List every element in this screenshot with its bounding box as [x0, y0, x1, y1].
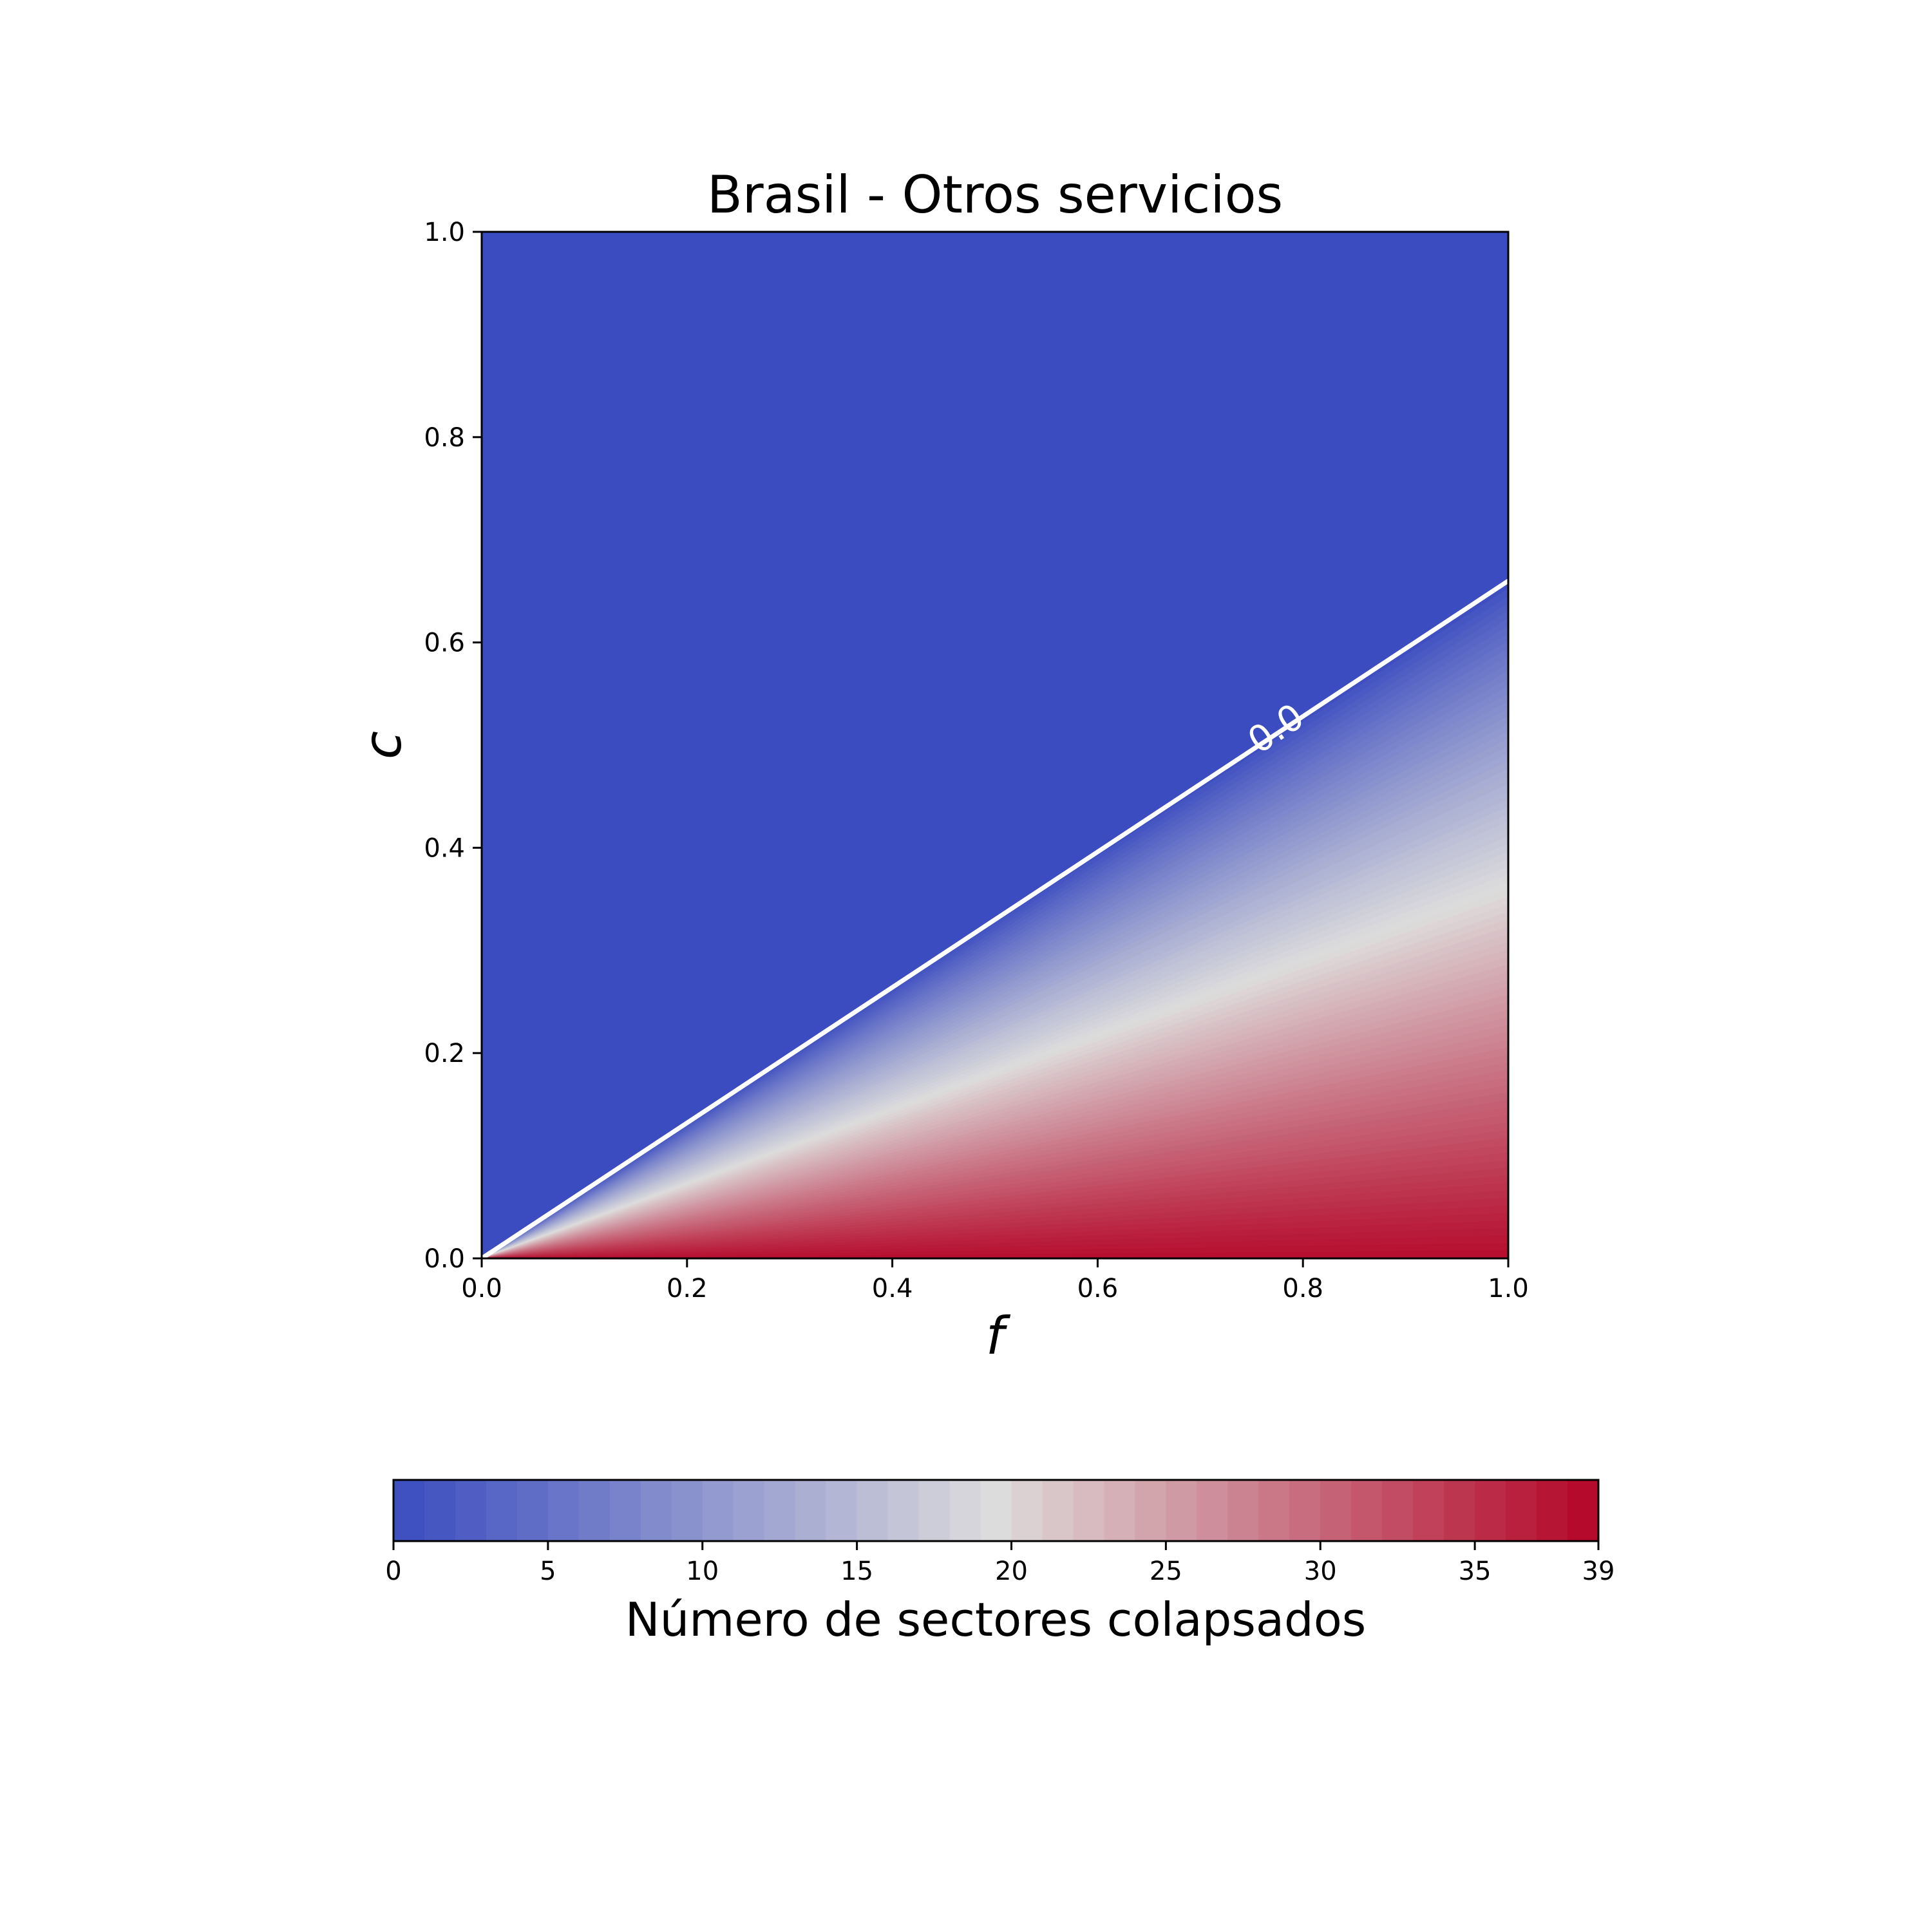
heatmap-wedge: [482, 580, 1508, 1258]
colorbar-segment: [887, 1480, 920, 1541]
colorbar-segment: [980, 1480, 1012, 1541]
x-tick-label: 0.0: [461, 1274, 502, 1303]
y-tick-label: 0.2: [424, 1039, 465, 1068]
colorbar-segment: [1011, 1480, 1043, 1541]
x-axis: 0.0 0.2 0.4 0.6 0.8 1.0: [461, 1258, 1529, 1303]
colorbar-label: Número de sectores colapsados: [625, 1593, 1367, 1647]
x-tick-label: 0.6: [1077, 1274, 1119, 1303]
colorbar-segment: [857, 1480, 889, 1541]
colorbar-segment: [1166, 1480, 1198, 1541]
colorbar-segment: [547, 1480, 580, 1541]
colorbar-segment: [918, 1480, 951, 1541]
colorbar-segment: [1289, 1480, 1321, 1541]
y-tick-label: 0.4: [424, 833, 465, 863]
colorbar-segment: [516, 1480, 549, 1541]
y-tick-label: 0.8: [424, 423, 465, 453]
colorbar-ticks: 0 5 10 15 20 25 30 35 39: [385, 1541, 1615, 1586]
colorbar-segment: [455, 1480, 487, 1541]
colorbar-tick-label: 10: [686, 1557, 719, 1586]
colorbar: [393, 1480, 1599, 1541]
colorbar-tick-label: 20: [995, 1557, 1028, 1586]
colorbar-segment: [1506, 1480, 1538, 1541]
colorbar-segment: [1042, 1480, 1074, 1541]
colorbar-segment: [640, 1480, 672, 1541]
colorbar-tick-label: 15: [840, 1557, 873, 1586]
colorbar-segment: [764, 1480, 796, 1541]
colorbar-tick-label: 35: [1459, 1557, 1492, 1586]
colorbar-segment: [1073, 1480, 1105, 1541]
y-axis-label: c: [353, 731, 413, 759]
colorbar-segment: [1567, 1480, 1599, 1541]
contour-line-zero: [482, 579, 1508, 1258]
colorbar-segment: [702, 1480, 734, 1541]
colorbar-tick-label: 5: [540, 1557, 556, 1586]
colorbar-segment: [1475, 1480, 1507, 1541]
colorbar-segment: [1135, 1480, 1167, 1541]
x-tick-label: 1.0: [1488, 1274, 1529, 1303]
plot-area: 0.0: [482, 232, 1508, 1258]
colorbar-segment: [609, 1480, 641, 1541]
colorbar-segment: [1104, 1480, 1136, 1541]
colorbar-segment: [1537, 1480, 1569, 1541]
x-tick-label: 0.4: [872, 1274, 913, 1303]
plot-frame: [480, 231, 1510, 1260]
colorbar-segment: [949, 1480, 981, 1541]
colorbar-tick-label: 30: [1304, 1557, 1337, 1586]
colorbar-segment: [826, 1480, 858, 1541]
y-axis: 0.0 0.2 0.4 0.6 0.8 1.0: [424, 218, 482, 1274]
x-tick-label: 0.2: [667, 1274, 708, 1303]
colorbar-segment: [486, 1480, 518, 1541]
colorbar-segment: [424, 1480, 456, 1541]
colorbar-segment: [393, 1480, 425, 1541]
heatmap-band: [482, 1250, 1508, 1258]
colorbar-segment: [1444, 1480, 1476, 1541]
colorbar-segment: [1258, 1480, 1291, 1541]
colorbar-tick-label: 39: [1582, 1557, 1615, 1586]
chart-title: Brasil - Otros servicios: [707, 165, 1283, 225]
colorbar-tick-label: 0: [385, 1557, 401, 1586]
colorbar-segment: [578, 1480, 611, 1541]
colorbar-segment: [1413, 1480, 1445, 1541]
x-tick-label: 0.8: [1282, 1274, 1323, 1303]
y-tick-label: 1.0: [424, 218, 465, 247]
colorbar-segment: [1197, 1480, 1229, 1541]
x-axis-label: f: [986, 1306, 1011, 1366]
colorbar-segment: [671, 1480, 703, 1541]
y-tick-label: 0.0: [424, 1244, 465, 1274]
y-tick-label: 0.6: [424, 629, 465, 658]
colorbar-tick-label: 25: [1150, 1557, 1182, 1586]
colorbar-frame: [392, 1479, 1600, 1542]
colorbar-segment: [1382, 1480, 1414, 1541]
colorbar-segment: [1351, 1480, 1383, 1541]
colorbar-segment: [1227, 1480, 1260, 1541]
colorbar-segment: [733, 1480, 765, 1541]
colorbar-segment: [795, 1480, 827, 1541]
colorbar-segment: [1320, 1480, 1352, 1541]
